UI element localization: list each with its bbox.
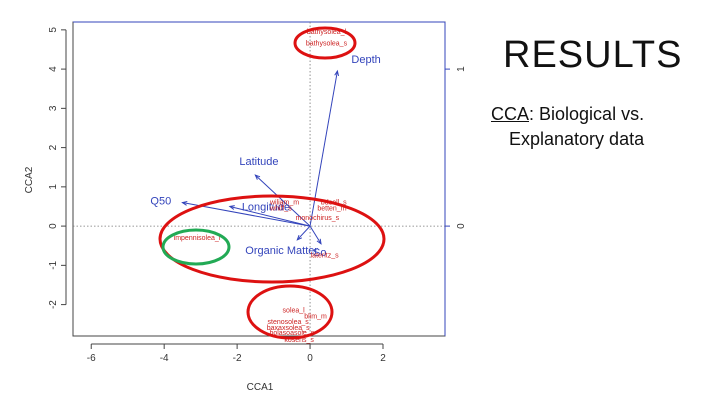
y-tick-label: -1 — [48, 260, 59, 269]
x-axis-label: CCA1 — [247, 382, 274, 393]
right-tick-label: 1 — [456, 66, 467, 72]
x-tick-label: -6 — [87, 353, 96, 364]
x-tick-label: 2 — [380, 353, 386, 364]
vector-arrowhead — [334, 69, 340, 77]
species-label: stenosolea_s — [268, 319, 310, 326]
x-tick-label: -4 — [160, 353, 169, 364]
vector-arrowhead — [316, 238, 322, 245]
species-label: bathysolea_l — [307, 29, 347, 36]
species-label: wiliam_m — [269, 200, 299, 207]
species-label: monochirus_s — [296, 215, 340, 222]
vector-layer: Depth Latitude Q50 Longitude Organic MatterS… — [150, 54, 380, 259]
right-tick-label: 0 — [456, 223, 467, 229]
vector-label: Latitude — [239, 156, 278, 168]
axes-layer: -6 -4 -2 0 2 -2 -1 0 1 2 3 4 5 0 1 — [48, 21, 467, 364]
green-ellipse — [161, 228, 231, 266]
y-axis-label: CCA2 — [24, 166, 35, 193]
y-tick-label: 1 — [48, 184, 59, 190]
species-label: impennisolea_l — [174, 235, 221, 242]
vector-arrow — [255, 174, 311, 227]
vector-arrow — [182, 202, 311, 227]
vector-arrow — [229, 205, 311, 227]
vector-label: Q50 — [150, 196, 171, 208]
y-tick-label: 5 — [48, 27, 59, 33]
x-tick-label: 0 — [307, 353, 313, 364]
x-tick-label: -2 — [233, 353, 242, 364]
ellipse-layer — [158, 26, 386, 340]
species-label: blim_m — [304, 313, 327, 320]
vector-label: Depth — [351, 54, 380, 66]
y-tick-label: 2 — [48, 144, 59, 150]
central-red-ellipse — [158, 194, 386, 284]
species-label: bolasoasole_s — [269, 330, 314, 337]
vector-arrowhead — [228, 205, 235, 210]
species-label: bathysolea_s — [306, 41, 348, 48]
species-label: baxaxsolea_s — [267, 325, 310, 332]
subtitle-line2: Explanatory data — [509, 129, 645, 149]
y-tick-label: 3 — [48, 105, 59, 111]
y-tick-label: -2 — [48, 300, 59, 309]
vector-arrowhead — [296, 234, 303, 241]
vector-arrow — [296, 225, 311, 241]
species-label: whiff_s — [269, 205, 292, 212]
reference-lines — [73, 22, 445, 336]
y-tick-label: 0 — [48, 223, 59, 229]
species-label: kosens_s — [284, 337, 314, 344]
slide-title: RESULTS — [503, 34, 683, 76]
vector-label: Organic Matter — [245, 245, 318, 257]
y-tick-label: 4 — [48, 66, 59, 72]
subtitle-keyword: CCA — [491, 104, 530, 124]
vector-label: Longitude — [242, 201, 290, 213]
species-label: betten_m — [317, 205, 346, 212]
species-label: lateritz_s — [311, 253, 340, 260]
species-label: solea_l — [283, 307, 306, 314]
vector-arrowhead — [254, 174, 261, 180]
vector-arrow — [309, 225, 322, 245]
subtitle-rest: : Biological vs. — [529, 104, 645, 124]
slide-subtitle: CCA: Biological vs. Explanatory data — [491, 102, 711, 152]
vector-label: So — [313, 247, 326, 259]
top-red-ellipse — [293, 26, 357, 60]
vector-arrowhead — [181, 200, 188, 206]
bottom-red-ellipse — [246, 284, 334, 340]
